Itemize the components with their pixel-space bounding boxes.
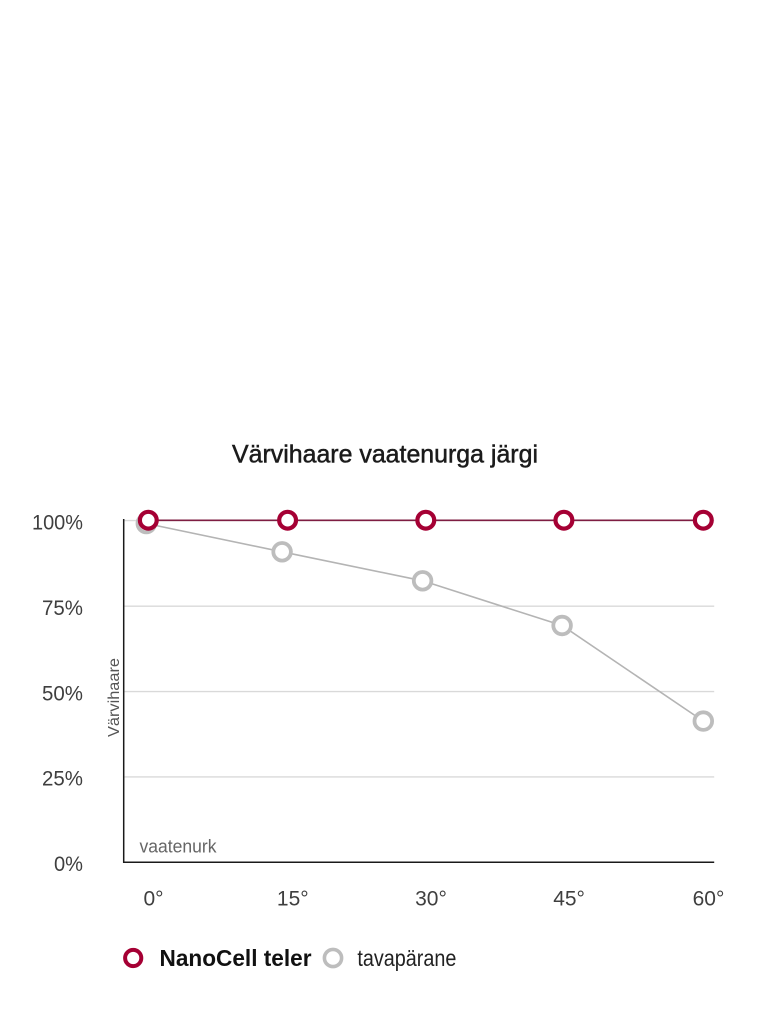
svg-text:75%: 75% [42,597,83,620]
svg-text:25%: 25% [42,768,83,791]
svg-text:Värvihaare vaatenurga järgi: Värvihaare vaatenurga järgi [232,441,538,469]
svg-text:100%: 100% [32,512,83,535]
svg-text:0°: 0° [143,888,163,911]
svg-text:30°: 30° [415,888,447,911]
svg-text:45°: 45° [553,888,585,911]
svg-text:15°: 15° [277,888,309,911]
svg-text:Värvihaare: Värvihaare [106,658,123,737]
svg-text:0%: 0% [54,853,83,876]
svg-text:vaatenurk: vaatenurk [140,837,218,857]
svg-text:tavapärane: tavapärane [357,945,456,971]
svg-text:60°: 60° [693,888,725,911]
svg-text:50%: 50% [42,682,83,705]
svg-text:NanoCell teler: NanoCell teler [160,945,312,971]
